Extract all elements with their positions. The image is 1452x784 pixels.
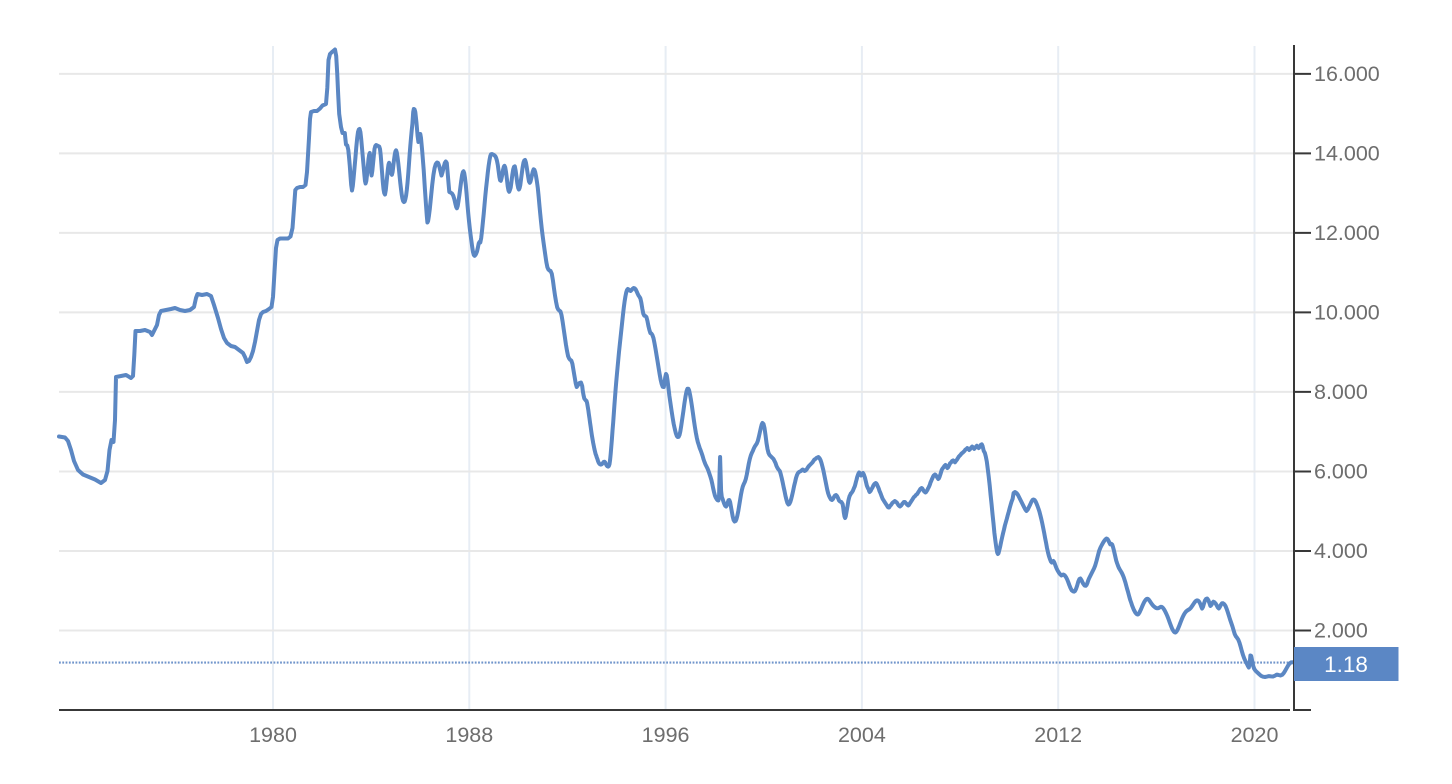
svg-text:10.000: 10.000 <box>1314 300 1380 324</box>
svg-text:1980: 1980 <box>249 723 297 747</box>
svg-text:14.000: 14.000 <box>1314 141 1380 165</box>
svg-text:1988: 1988 <box>445 723 493 747</box>
svg-text:2012: 2012 <box>1034 723 1082 747</box>
svg-text:2.000: 2.000 <box>1314 619 1368 643</box>
svg-text:6.000: 6.000 <box>1314 460 1368 484</box>
svg-text:12.000: 12.000 <box>1314 221 1380 245</box>
svg-text:8.000: 8.000 <box>1314 380 1368 404</box>
svg-text:2004: 2004 <box>838 723 886 747</box>
svg-text:1.18: 1.18 <box>1324 652 1368 677</box>
svg-text:1996: 1996 <box>642 723 690 747</box>
svg-text:4.000: 4.000 <box>1314 539 1368 563</box>
svg-text:16.000: 16.000 <box>1314 62 1380 86</box>
svg-text:2020: 2020 <box>1231 723 1279 747</box>
